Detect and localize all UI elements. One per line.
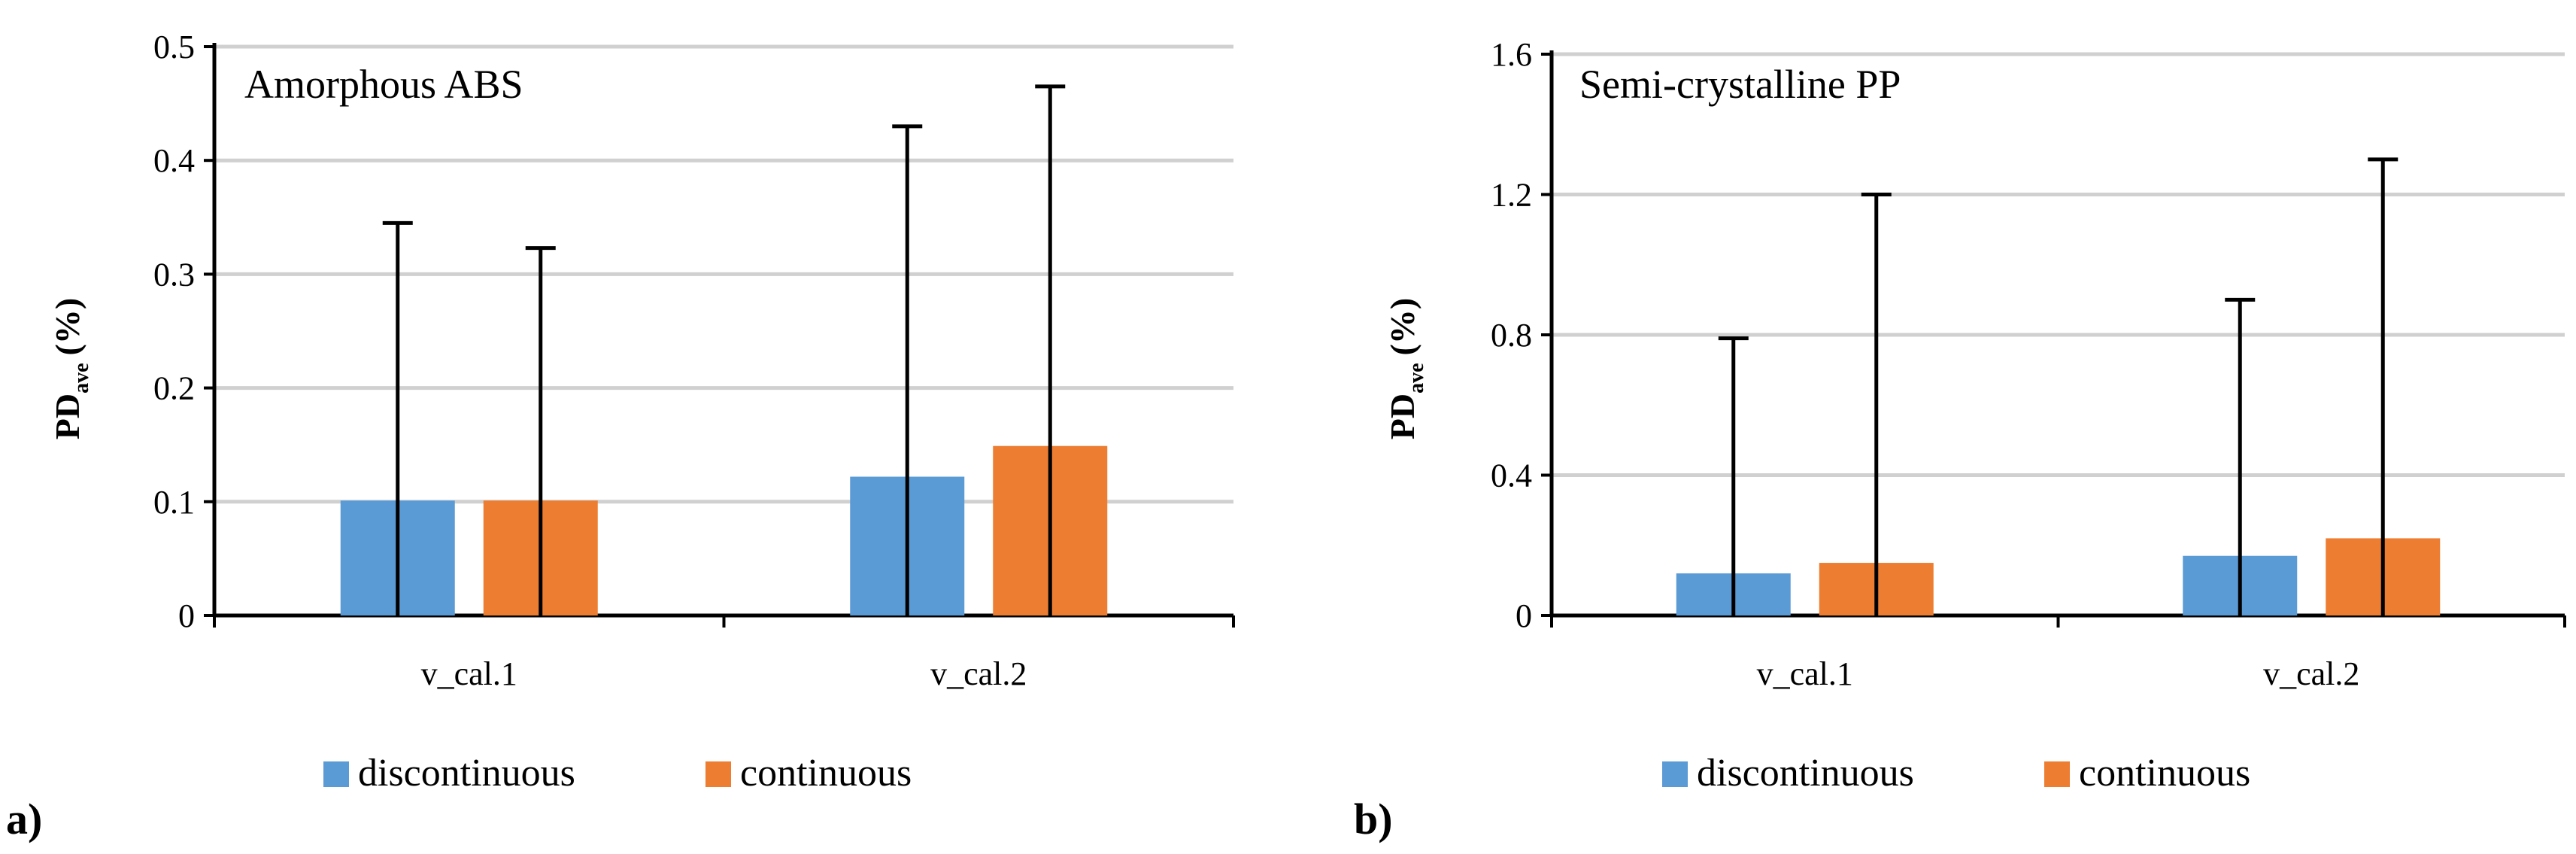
y-tick-label: 1.6 — [1491, 36, 1532, 73]
x-category-label: v_cal.2 — [2263, 655, 2359, 692]
y-axis-label-subscript: ave — [70, 363, 93, 393]
y-tick-label: 0 — [178, 597, 195, 634]
panel-title: Amorphous ABS — [244, 62, 523, 107]
legend-label-continuous: continuous — [2079, 752, 2250, 795]
y-tick-label: 0.8 — [1491, 317, 1532, 354]
y-tick-label: 0.5 — [153, 29, 195, 65]
y-tick-label: 1.2 — [1491, 177, 1532, 214]
panel-title: Semi-crystalline PP — [1579, 62, 1901, 107]
y-axis-label-unit: (%) — [1383, 298, 1422, 356]
y-tick-label: 0 — [1516, 597, 1532, 634]
legend-label-discontinuous: discontinuous — [1697, 752, 1914, 795]
panel-letter: a) — [6, 795, 42, 843]
legend-label-continuous: continuous — [740, 752, 912, 795]
legend-swatch-continuous — [2044, 761, 2070, 787]
legend-swatch-continuous — [705, 761, 731, 787]
y-tick-label: 0.2 — [153, 370, 195, 407]
y-axis-label: PDave (%) — [1383, 298, 1428, 439]
panel-letter: b) — [1354, 795, 1393, 843]
y-tick-label: 0.1 — [153, 484, 195, 521]
chart-panel-a: 0 0.1 0.2 0.3 0.4 0.5 v_cal.1 v_cal.2 Amorphous … — [6, 29, 1235, 843]
y-axis-label-main: PD — [48, 394, 86, 439]
y-axis-label-main: PD — [1383, 394, 1422, 439]
y-tick-label: 0.3 — [153, 256, 195, 293]
x-category-label: v_cal.1 — [1757, 655, 1853, 692]
chart-panel-b: 0 0.4 0.8 1.2 1.6 v_cal.1 v_cal.2 Semi-crystall… — [1354, 36, 2566, 843]
legend-swatch-discontinuous — [1662, 761, 1688, 787]
legend-swatch-discontinuous — [323, 761, 349, 787]
y-tick-label: 0.4 — [153, 142, 195, 179]
y-axis-label-subscript: ave — [1405, 363, 1428, 393]
x-category-label: v_cal.1 — [421, 655, 517, 692]
y-axis-label: PDave (%) — [48, 298, 93, 439]
x-category-label: v_cal.2 — [930, 655, 1027, 692]
y-tick-label: 0.4 — [1491, 457, 1532, 494]
y-axis-label-unit: (%) — [48, 298, 86, 356]
legend-label-discontinuous: discontinuous — [358, 752, 575, 795]
